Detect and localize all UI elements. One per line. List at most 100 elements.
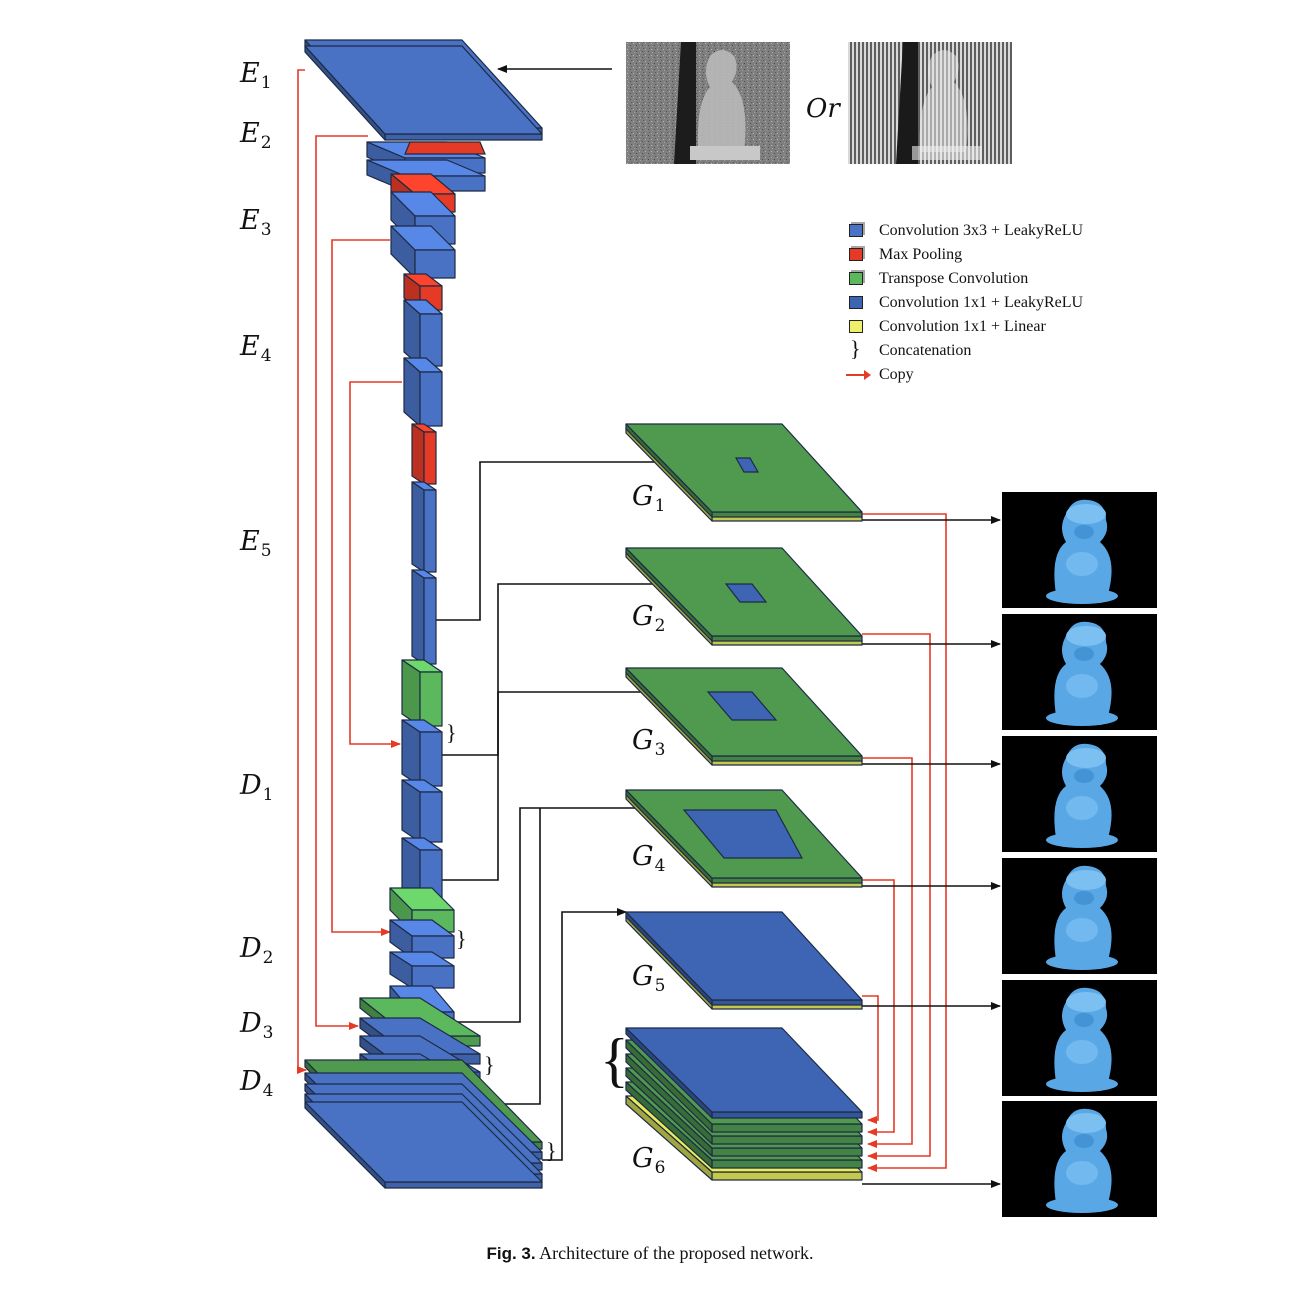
d4-conv-c-front xyxy=(384,1181,543,1189)
stage-label-d2: D2 xyxy=(240,933,274,968)
stage-label-g6: G6 xyxy=(632,1143,666,1178)
e5-conv-b-side xyxy=(411,569,425,665)
stage-label-g1: G1 xyxy=(632,481,666,516)
speckle-pattern-image xyxy=(626,42,790,164)
caption-text: Architecture of the proposed network. xyxy=(539,1243,814,1263)
stage-label-d1: D1 xyxy=(240,770,274,805)
d2-concat-brace: } xyxy=(456,926,467,951)
output-image-4 xyxy=(1002,858,1157,974)
d1-conv-a-front xyxy=(419,791,443,843)
transpose-swatch xyxy=(849,272,863,285)
d2-to-g4-arrow xyxy=(454,804,685,1023)
g6-concat-a-front xyxy=(711,1159,863,1169)
legend-item-conv3x3: Convolution 3x3 + LeakyReLU xyxy=(846,220,1083,244)
e4-conv-b-front xyxy=(419,371,443,427)
output-image-2 xyxy=(1002,614,1157,730)
g5-plate-top xyxy=(625,911,863,1001)
g6-linear-front xyxy=(711,1171,863,1181)
caption-prefix: Fig. 3. xyxy=(486,1244,536,1263)
e3-conv-b xyxy=(390,225,456,279)
feature-connections xyxy=(436,65,1001,1188)
g1-plate-front xyxy=(711,511,863,518)
d1-transpose-front xyxy=(419,671,443,727)
stage-label-d4: D4 xyxy=(240,1066,274,1101)
e5-maxpool xyxy=(411,423,437,485)
d1-transpose-side xyxy=(401,659,421,727)
g6-fused-top xyxy=(625,1027,863,1113)
g6-concat-brace: { xyxy=(600,1027,629,1093)
conv1x1-leaky-swatch xyxy=(849,296,863,309)
e4-to-d1-copy xyxy=(349,381,402,748)
g4-plate-front xyxy=(711,877,863,884)
output-image-1 xyxy=(1002,492,1157,608)
e5-conv-a-front xyxy=(423,489,437,573)
legend-item-transpose: Transpose Convolution xyxy=(846,268,1083,292)
d2-conv-a xyxy=(389,951,455,989)
surface-figure-6 xyxy=(1046,1108,1118,1213)
surface-figure-3 xyxy=(1046,743,1118,848)
network-blocks xyxy=(304,39,543,1189)
stage-label-e2: E2 xyxy=(240,118,272,153)
d1-concat xyxy=(401,719,443,787)
d3-concat-brace: } xyxy=(484,1052,495,1077)
d4-to-g5-arrow xyxy=(542,908,627,1161)
d1-conv-a xyxy=(401,779,443,843)
d4-conv-c-top xyxy=(304,1101,543,1183)
e5-maxpool-side xyxy=(411,423,425,485)
e5-to-g1-arrow xyxy=(436,458,737,621)
stage-label-g5: G5 xyxy=(632,961,666,996)
stage-label-e5: E5 xyxy=(240,526,272,561)
surface-figure-1 xyxy=(1046,499,1118,604)
e1-layer-b-top xyxy=(304,45,543,135)
e4-conv-b xyxy=(403,357,443,427)
stage-label-e1: E1 xyxy=(240,58,272,93)
red-arrow-icon xyxy=(846,370,871,380)
e1-layer-b xyxy=(304,45,543,141)
d1-to-g2-arrow xyxy=(442,580,727,756)
legend-item-copy: Copy xyxy=(846,364,1083,388)
legend-item-conv1x1-linear: Convolution 1x1 + Linear xyxy=(846,316,1083,340)
output-image-3 xyxy=(1002,736,1157,852)
surface-figure-5 xyxy=(1046,987,1118,1092)
g6-concat-c-front xyxy=(711,1135,863,1145)
stage-label-g2: G2 xyxy=(632,601,666,636)
stage-label-d3: D3 xyxy=(240,1008,274,1043)
d1-concat-side xyxy=(401,719,421,787)
stage-label-g3: G3 xyxy=(632,725,666,760)
output-image-6 xyxy=(1002,1101,1157,1217)
e2-maxpool xyxy=(404,141,486,155)
fringe-pattern-image xyxy=(848,42,1012,164)
d1-transpose xyxy=(401,659,443,727)
output-head-plates xyxy=(625,423,863,1181)
legend: Convolution 3x3 + LeakyReLU Max Pooling … xyxy=(846,220,1083,388)
figure-caption: Fig. 3. Architecture of the proposed net… xyxy=(0,1243,1300,1264)
d1-concat-front xyxy=(419,731,443,787)
conv3x3-swatch xyxy=(849,224,863,237)
e3-conv-b-front xyxy=(414,249,456,279)
legend-item-concatenation: } Concatenation xyxy=(850,336,972,361)
stage-label-g4: G4 xyxy=(632,841,666,876)
concatenation-braces: }}}} { xyxy=(446,720,629,1163)
d4-conv-c xyxy=(304,1101,543,1189)
conv1x1-linear-swatch xyxy=(849,320,863,333)
e5-conv-b xyxy=(411,569,437,665)
or-label: Or xyxy=(806,94,840,124)
output-image-5 xyxy=(1002,980,1157,1096)
g3-to-g6-copy xyxy=(862,757,913,1148)
g6-fused xyxy=(625,1027,863,1119)
copy-connections xyxy=(297,69,947,1172)
e4-conv-a xyxy=(403,299,443,367)
g2-plate-front xyxy=(711,635,863,642)
d1-to-g3-arrow xyxy=(442,688,713,881)
e5-conv-a-side xyxy=(411,481,425,573)
g5-plate xyxy=(625,911,863,1006)
e1-to-d4-copy xyxy=(297,69,307,1074)
e5-maxpool-front xyxy=(423,431,437,485)
maxpool-swatch xyxy=(849,248,863,261)
e1-layer-b-front xyxy=(384,133,543,141)
legend-item-maxpool: Max Pooling xyxy=(846,244,1083,268)
stage-label-e4: E4 xyxy=(240,331,272,366)
g5-to-g6-copy xyxy=(862,995,879,1124)
g6-fused-front xyxy=(711,1111,863,1119)
surface-figure-2 xyxy=(1046,621,1118,726)
